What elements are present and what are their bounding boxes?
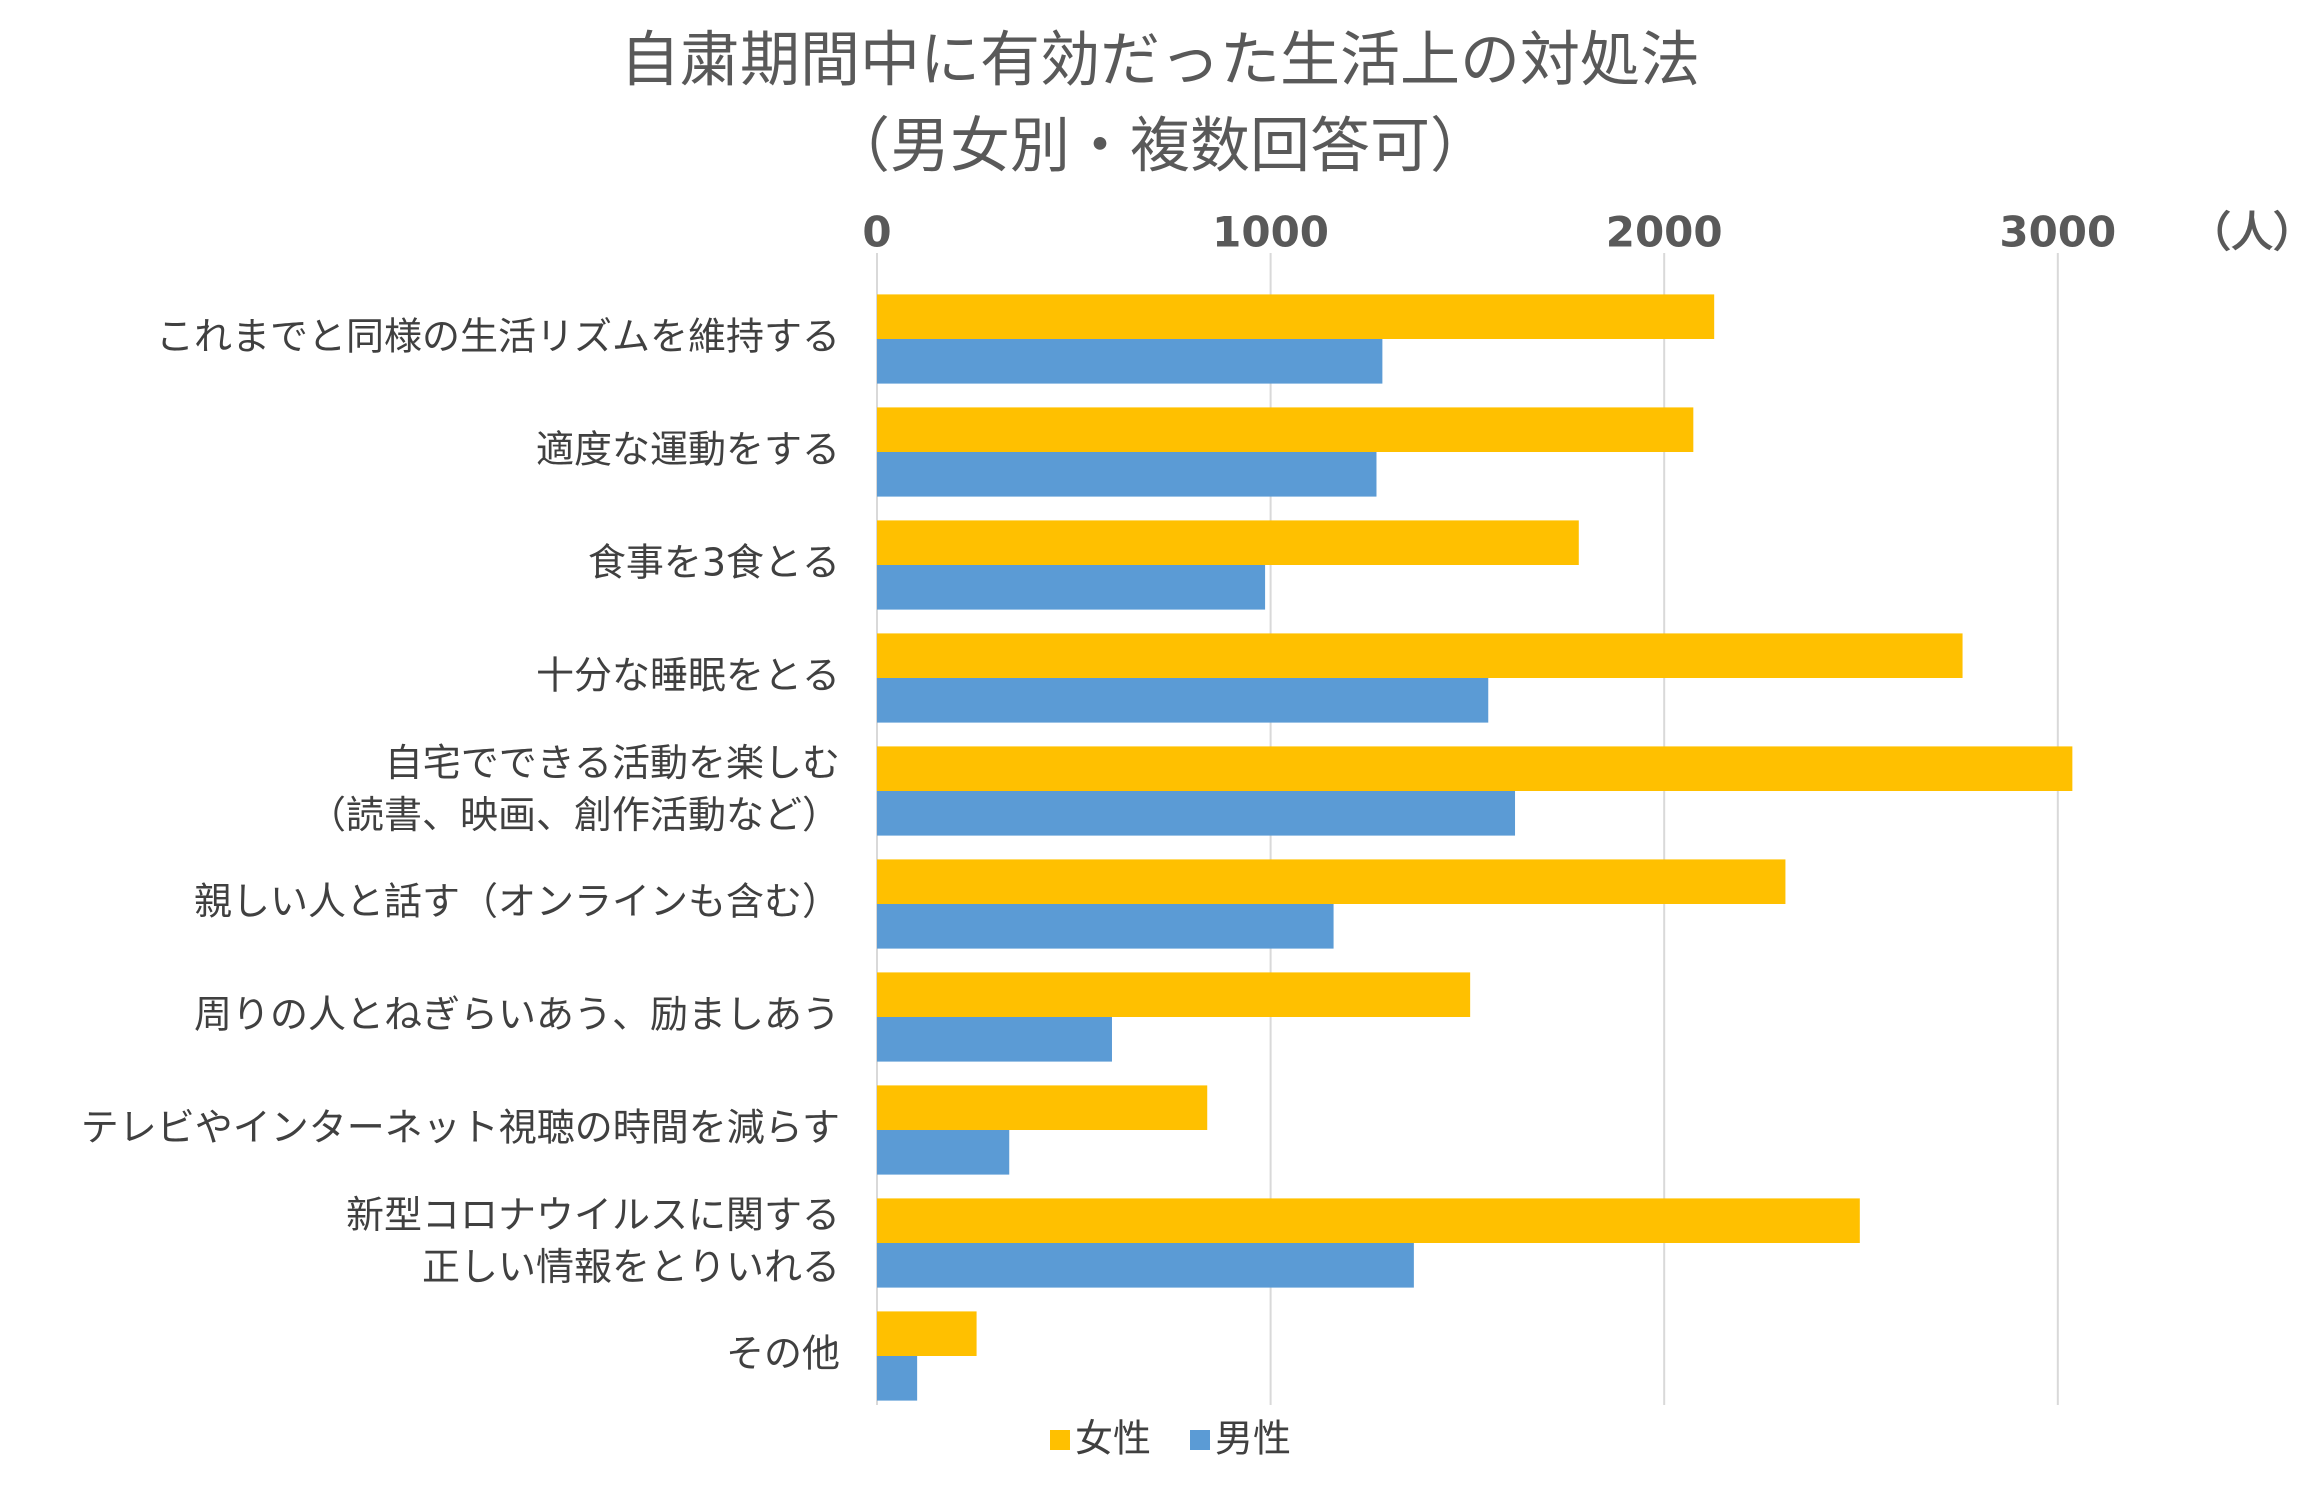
y-tick-label: これまでと同様の生活リズムを維持する (156, 315, 840, 359)
y-tick-label: 親しい人と話す（オンラインも含む） (194, 880, 840, 924)
legend-label: 男性 (1215, 1417, 1291, 1461)
axis-unit: （人） (2189, 208, 2315, 257)
bar (877, 407, 1694, 452)
bar (877, 1130, 1010, 1175)
bar (877, 565, 1266, 610)
bar (877, 1085, 1208, 1130)
legend-swatch (1190, 1430, 1210, 1450)
bar (877, 1243, 1414, 1288)
bar (877, 520, 1579, 565)
chart-subtitle: （男女別・複数回答可） (830, 112, 1490, 182)
y-tick-label: 自宅でできる活動を楽しむ（読書、映画、創作活動など） (308, 741, 840, 837)
bar (877, 1311, 977, 1356)
bar (877, 633, 1963, 678)
bar (877, 294, 1715, 339)
y-tick-label: テレビやインターネット視聴の時間を減らす (81, 1106, 840, 1150)
y-tick-label: 周りの人とねぎらいあう、励ましあう (194, 993, 840, 1037)
legend-label: 女性 (1075, 1417, 1151, 1461)
bar (877, 791, 1516, 836)
bar (877, 1198, 1860, 1243)
y-tick-label: その他 (726, 1332, 840, 1376)
bar (877, 452, 1377, 497)
chart-title: 自粛期間中に有効だった生活上の対処法 (620, 26, 1700, 96)
y-tick-label: 食事を3食とる (588, 541, 840, 585)
x-tick-label: 1000 (1212, 208, 1329, 257)
y-tick-label: 新型コロナウイルスに関する正しい情報をとりいれる (346, 1193, 840, 1289)
y-tick-label: 適度な運動をする (536, 428, 840, 472)
bar (877, 904, 1334, 949)
bar (877, 678, 1489, 723)
y-tick-label: 十分な睡眠をとる (536, 654, 840, 698)
x-tick-label: 0 (862, 208, 891, 257)
bar (877, 1017, 1112, 1062)
bar (877, 1356, 918, 1401)
bar (877, 972, 1471, 1017)
legend-swatch (1050, 1430, 1070, 1450)
x-tick-label: 3000 (1999, 208, 2116, 257)
bar (877, 859, 1786, 904)
bar (877, 746, 2073, 791)
x-tick-label: 2000 (1606, 208, 1723, 257)
bar (877, 339, 1383, 384)
